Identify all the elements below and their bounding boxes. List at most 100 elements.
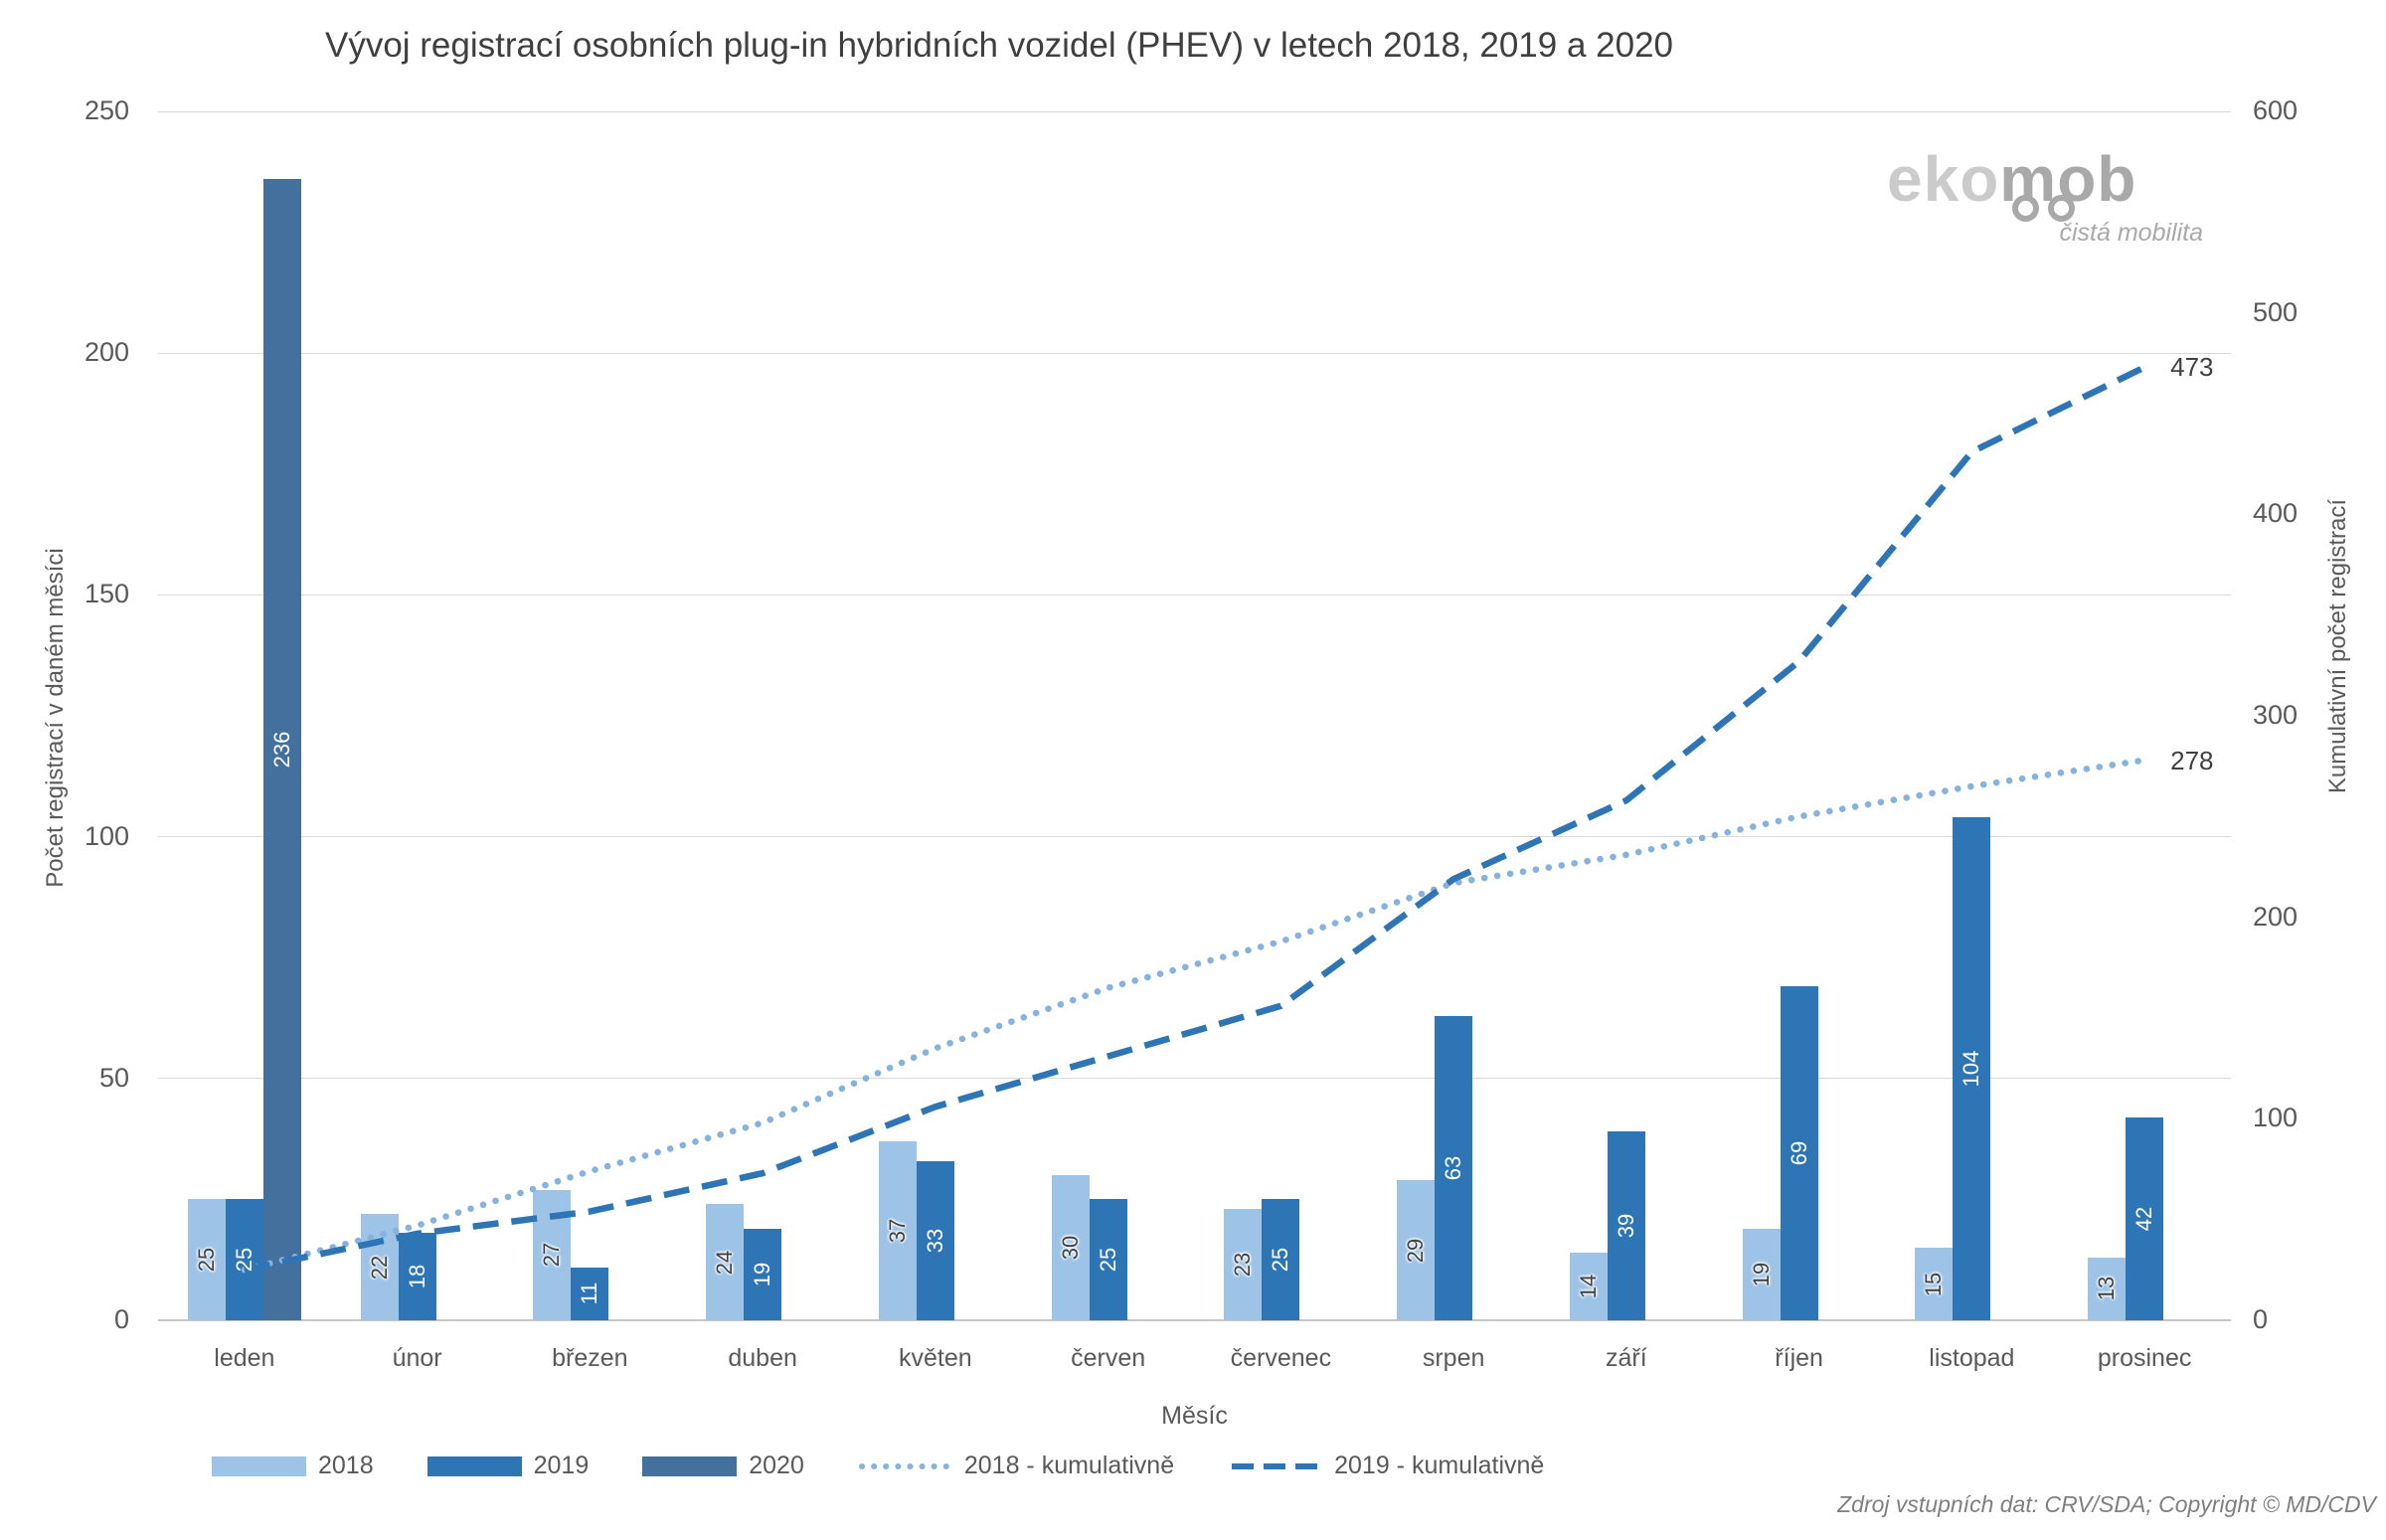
bar-2019-únor xyxy=(398,1233,436,1320)
bar-2019-červenec xyxy=(1262,1199,1300,1320)
legend-label-2019 - kumulativně: 2019 - kumulativně xyxy=(1334,1452,1545,1479)
bar-2019-květen xyxy=(916,1160,954,1320)
x-tick-září: září xyxy=(1606,1344,1647,1372)
gridline-200 xyxy=(158,352,2231,354)
y-right-tick-500: 500 xyxy=(2253,296,2299,327)
bar-2018-červen xyxy=(1051,1175,1090,1320)
legend-label-2018: 2018 xyxy=(318,1452,374,1479)
x-tick-červen: červen xyxy=(1071,1344,1146,1372)
bar-2020-leden xyxy=(262,179,301,1320)
bar-value-2019-říjen: 69 xyxy=(1786,1140,1811,1166)
legend-swatch-2018 - kumulativně xyxy=(858,1462,951,1469)
x-tick-duben: duben xyxy=(728,1344,797,1372)
bar-2019-březen xyxy=(571,1267,609,1320)
source-note: Zdroj vstupních dat: CRV/SDA; Copyright … xyxy=(1837,1491,2376,1517)
x-tick-prosinec: prosinec xyxy=(2097,1344,2192,1372)
ekomob-logo: ekomob čistá mobilita xyxy=(1887,147,2203,261)
bar-2018-duben xyxy=(706,1204,745,1320)
bar-value-2019-listopad: 104 xyxy=(1959,1050,1984,1088)
bar-value-2018-březen: 27 xyxy=(539,1243,565,1268)
bar-value-2020-leden: 236 xyxy=(268,731,294,769)
bar-value-2018-duben: 24 xyxy=(712,1250,738,1275)
gridline-250 xyxy=(158,110,2231,112)
bar-2019-leden xyxy=(225,1199,263,1320)
bar-value-2018-leden: 25 xyxy=(193,1247,219,1273)
x-tick-leden: leden xyxy=(214,1344,275,1372)
y-right-tick-200: 200 xyxy=(2253,901,2299,932)
y-left-tick-0: 0 xyxy=(113,1304,129,1334)
bar-value-2018-květen: 37 xyxy=(884,1218,910,1244)
legend-swatch-2018 xyxy=(212,1455,306,1476)
legend-label-2019: 2019 xyxy=(533,1452,590,1479)
legend-label-2018 - kumulativně: 2018 - kumulativně xyxy=(963,1452,1175,1479)
logo-wheel-icon xyxy=(2012,195,2039,222)
bar-2018-srpen xyxy=(1397,1179,1436,1320)
bar-value-2019-únor: 18 xyxy=(404,1264,429,1289)
legend-swatch-2019 xyxy=(426,1455,522,1476)
y-left-tick-250: 250 xyxy=(84,95,129,125)
bar-2018-listopad xyxy=(1915,1248,1954,1320)
x-tick-říjen: říjen xyxy=(1775,1344,1823,1372)
line-end-label-2019 - kumulativně: 473 xyxy=(2170,352,2214,383)
y-left-tick-100: 100 xyxy=(84,820,129,851)
bar-value-2018-říjen: 19 xyxy=(1748,1262,1774,1287)
y-right-tick-300: 300 xyxy=(2253,700,2299,730)
legend-swatch-2019 - kumulativně xyxy=(1232,1462,1319,1469)
x-tick-únor: únor xyxy=(392,1344,442,1372)
bar-value-2019-květen: 33 xyxy=(922,1228,947,1253)
bar-2018-květen xyxy=(878,1141,917,1320)
x-tick-květen: květen xyxy=(899,1344,972,1372)
bar-2019-srpen xyxy=(1435,1015,1473,1320)
bar-value-2019-srpen: 63 xyxy=(1441,1155,1466,1181)
bar-2018-září xyxy=(1569,1252,1608,1320)
plot-area: 25 22 27 24 37 30 23 29 14 19 15 13 25 18 11 19 33 25 25 63… xyxy=(158,110,2231,1321)
x-tick-březen: březen xyxy=(552,1344,628,1372)
gridline-150 xyxy=(158,594,2231,596)
bar-2019-červen xyxy=(1089,1199,1127,1320)
bar-2018-říjen xyxy=(1742,1228,1781,1320)
x-tick-srpen: srpen xyxy=(1422,1344,1485,1372)
y-left-tick-50: 50 xyxy=(98,1062,129,1093)
y-right-tick-600: 600 xyxy=(2253,95,2299,125)
y-right-tick-400: 400 xyxy=(2253,498,2299,529)
legend-swatch-2020 xyxy=(642,1455,738,1476)
line-2018 - kumulativně xyxy=(241,757,2148,1274)
bar-value-2019-leden: 25 xyxy=(231,1247,256,1273)
bar-value-2019-prosinec: 42 xyxy=(2131,1206,2157,1232)
bar-value-2019-březen: 11 xyxy=(577,1282,602,1305)
legend-label-2020: 2020 xyxy=(749,1452,804,1479)
bar-2019-říjen xyxy=(1780,986,1818,1320)
chart-title: Vývoj registrací osobních plug-in hybrid… xyxy=(324,26,1674,65)
bar-value-2018-červen: 30 xyxy=(1057,1235,1083,1261)
y-right-tick-0: 0 xyxy=(2253,1304,2269,1334)
legend-item-2020: 2020 xyxy=(642,1452,804,1480)
legend-item-2019 - kumulativně: 2019 - kumulativně xyxy=(1228,1452,1544,1480)
cumulative-lines-layer xyxy=(241,364,2148,1274)
bar-2019-duben xyxy=(744,1228,782,1320)
bar-value-2018-červenec: 23 xyxy=(1230,1252,1256,1278)
legend: 2018 2019 2020 2018 - kumulativně 2019 - kum… xyxy=(212,1452,1544,1480)
y-left-tick-200: 200 xyxy=(84,337,129,368)
legend-item-2018 - kumulativně: 2018 - kumulativně xyxy=(858,1452,1174,1480)
x-tick-listopad: listopad xyxy=(1929,1344,2015,1372)
bar-2018-leden xyxy=(187,1199,226,1320)
y-left-tick-150: 150 xyxy=(84,579,129,609)
bar-2018-únor xyxy=(360,1214,399,1320)
y-axis-right-title: Kumulativní počet registrací xyxy=(2324,498,2351,794)
bar-value-2018-únor: 22 xyxy=(366,1255,392,1280)
line-2019 - kumulativně xyxy=(244,364,2146,1274)
bar-2018-prosinec xyxy=(2088,1257,2127,1320)
bar-2019-listopad xyxy=(1953,817,1991,1320)
gridline-50 xyxy=(158,1078,2231,1080)
bar-value-2018-listopad: 15 xyxy=(1921,1272,1947,1296)
bar-value-2018-srpen: 29 xyxy=(1403,1238,1429,1263)
bar-value-2019-září: 39 xyxy=(1613,1213,1638,1239)
bar-value-2019-červen: 25 xyxy=(1095,1247,1120,1273)
bar-value-2019-duben: 19 xyxy=(750,1262,775,1287)
logo-wheel-icon xyxy=(2048,195,2075,222)
bar-value-2019-červenec: 25 xyxy=(1268,1247,1293,1273)
y-right-tick-100: 100 xyxy=(2253,1103,2299,1133)
legend-item-2019: 2019 xyxy=(426,1452,590,1480)
gridline-100 xyxy=(158,836,2231,838)
